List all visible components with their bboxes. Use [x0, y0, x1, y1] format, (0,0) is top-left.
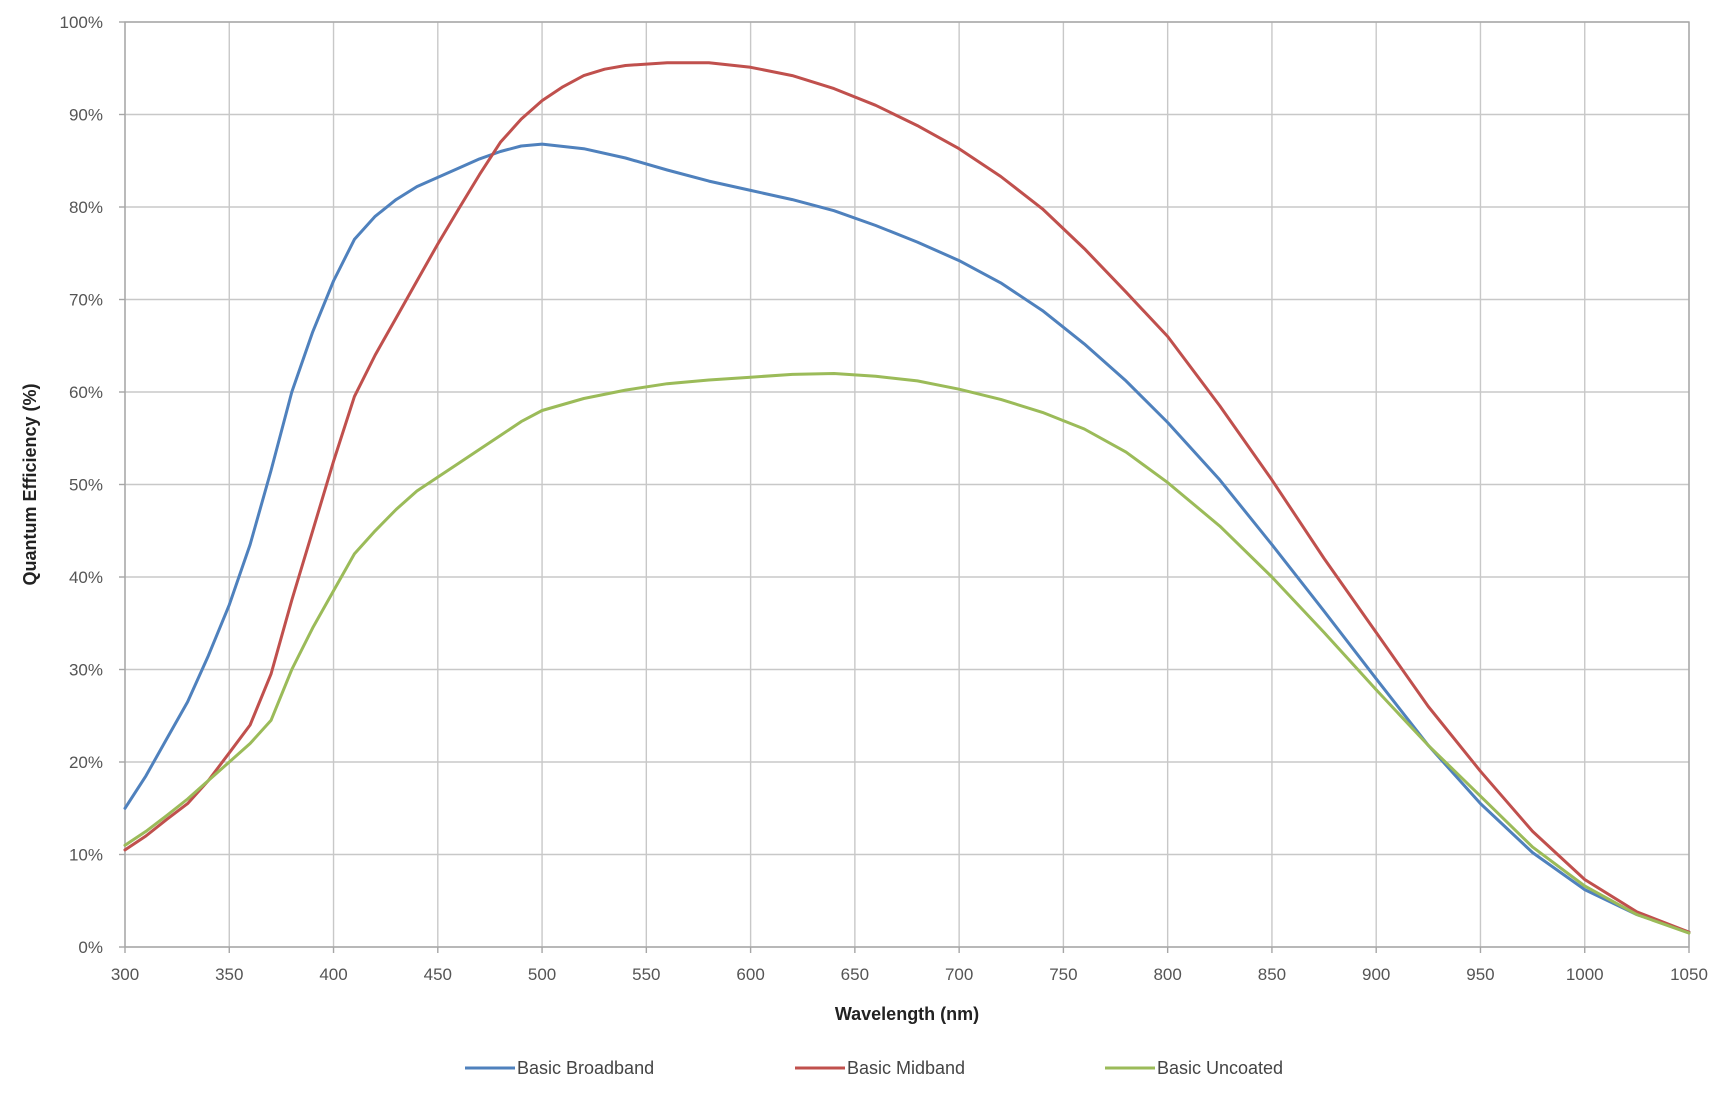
series-line-basic-midband — [123, 61, 1691, 934]
y-tick-label: 70% — [69, 291, 103, 310]
x-tick-label: 700 — [945, 965, 973, 984]
x-tick-label: 450 — [424, 965, 452, 984]
legend-label: Basic Midband — [847, 1058, 965, 1078]
legend: Basic Broadband Basic Midband Basic Uncoat… — [465, 1058, 1283, 1078]
x-tick-label: 1050 — [1670, 965, 1708, 984]
x-tick-label: 550 — [632, 965, 660, 984]
y-tick-label: 90% — [69, 106, 103, 125]
legend-item: Basic Broadband — [465, 1058, 654, 1078]
x-tick-label: 850 — [1258, 965, 1286, 984]
series-line-basic-uncoated — [123, 372, 1691, 935]
x-tick-label: 500 — [528, 965, 556, 984]
x-tick-label: 900 — [1362, 965, 1390, 984]
x-tick-label: 950 — [1466, 965, 1494, 984]
y-axis-title: Quantum Efficiency (%) — [20, 383, 40, 585]
x-tick-label: 300 — [111, 965, 139, 984]
series-line-basic-broadband — [123, 142, 1691, 934]
x-tick-label: 650 — [841, 965, 869, 984]
grid-layer — [124, 21, 1690, 948]
y-tick-label: 60% — [69, 383, 103, 402]
y-tick-label: 80% — [69, 198, 103, 217]
legend-label: Basic Uncoated — [1157, 1058, 1283, 1078]
y-tick-label: 0% — [78, 938, 103, 957]
y-tick-label: 50% — [69, 476, 103, 495]
x-tick-label: 800 — [1153, 965, 1181, 984]
x-tick-label: 1000 — [1566, 965, 1604, 984]
y-tick-label: 20% — [69, 753, 103, 772]
x-axis-ticks: 300 350 400 450 500 550 600 650 700 750 800 850 900 9… — [111, 947, 1708, 984]
y-tick-label: 40% — [69, 568, 103, 587]
legend-item: Basic Midband — [795, 1058, 965, 1078]
x-tick-label: 350 — [215, 965, 243, 984]
y-axis-ticks: 0% 10% 20% 30% 40% 50% 60% 70% 80% 90% 100% — [60, 13, 125, 957]
series-layer — [123, 61, 1691, 935]
y-tick-label: 10% — [69, 846, 103, 865]
y-tick-label: 30% — [69, 661, 103, 680]
x-tick-label: 400 — [319, 965, 347, 984]
x-tick-label: 600 — [736, 965, 764, 984]
x-tick-label: 750 — [1049, 965, 1077, 984]
y-tick-label: 100% — [60, 13, 103, 32]
legend-label: Basic Broadband — [517, 1058, 654, 1078]
legend-item: Basic Uncoated — [1105, 1058, 1283, 1078]
x-axis-title: Wavelength (nm) — [835, 1004, 979, 1024]
